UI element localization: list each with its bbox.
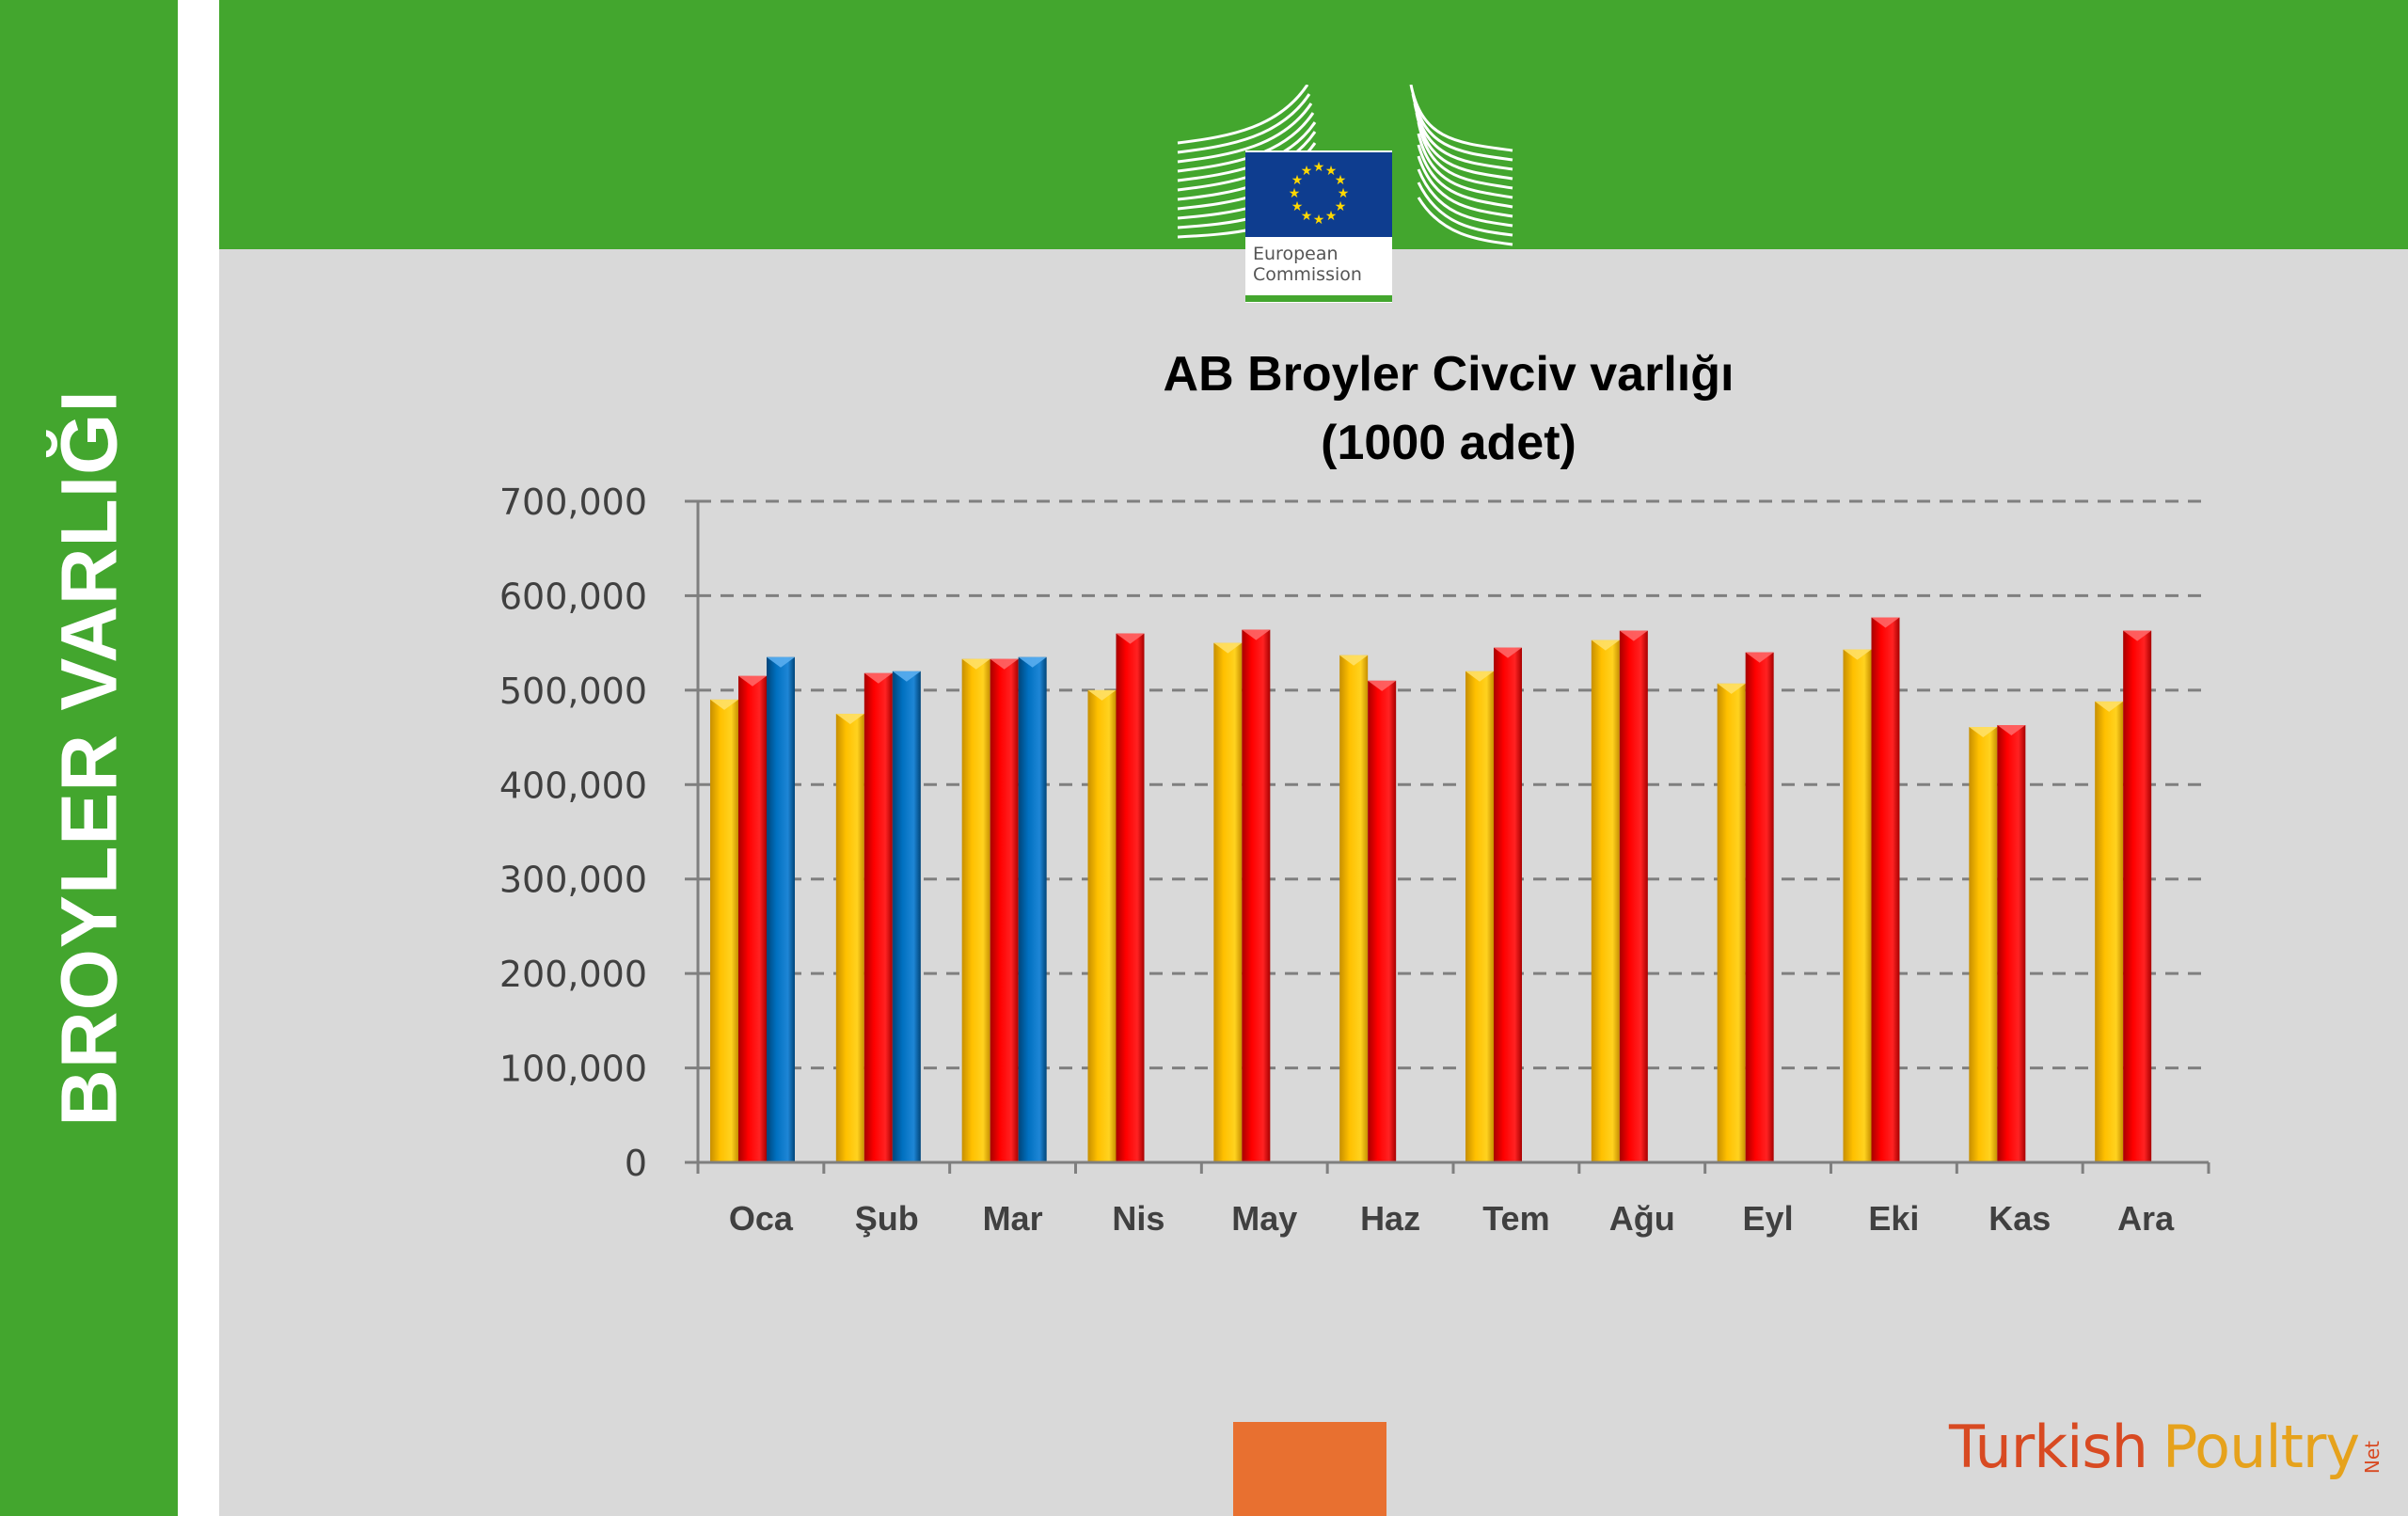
svg-text:★: ★ [1301,164,1313,179]
svg-text:★: ★ [1325,164,1338,179]
y-tick-label: 500,000 [499,671,647,712]
bar [738,675,767,1162]
x-tick-label: Oca [729,1199,794,1238]
bar [1368,680,1397,1162]
sidebar-divider [178,0,219,1516]
bar [1745,652,1774,1162]
y-tick-label: 200,000 [499,954,647,995]
svg-text:★: ★ [1335,173,1347,188]
x-tick-label: Ara [2117,1199,2175,1238]
bar [863,672,893,1162]
y-tick-label: 100,000 [499,1049,647,1090]
bar [1087,689,1117,1162]
bar [1843,649,1872,1162]
orange-block [1233,1422,1386,1516]
bar [1871,617,1900,1162]
chart-title-line1: AB Broyler Civciv varlığı [1164,347,1735,402]
bar [1997,725,2026,1162]
svg-text:★: ★ [1338,186,1350,201]
x-tick-label: Eki [1868,1199,1919,1238]
bar [1339,655,1369,1162]
brand-poultry: Poultry [2162,1413,2360,1481]
logo-text-line2: Commission [1253,264,1362,285]
y-tick-label: 400,000 [499,765,647,806]
x-tick-label: Ağu [1609,1199,1675,1238]
bar [2095,701,2124,1162]
bar [1591,640,1620,1162]
bar [835,713,864,1162]
bar [710,699,738,1162]
bar [1494,647,1522,1162]
bar [1018,656,1047,1162]
brand-net: Net [2361,1440,2384,1474]
y-tick-label: 0 [625,1143,647,1184]
x-tick-label: Tem [1482,1199,1549,1238]
bar [1213,642,1243,1162]
x-tick-label: Eyl [1743,1199,1794,1238]
x-tick-label: Haz [1360,1199,1420,1238]
svg-text:★: ★ [1289,186,1301,201]
x-tick-label: Kas [1988,1199,2051,1238]
y-tick-label: 600,000 [499,576,647,617]
bar [892,671,921,1162]
bar [1717,683,1746,1162]
svg-text:★: ★ [1301,209,1313,224]
chart-title-line2: (1000 adet) [1321,416,1576,470]
bar [1242,629,1271,1162]
bar [990,658,1019,1162]
bar [1465,671,1494,1162]
y-tick-label: 700,000 [499,482,647,523]
bar [767,656,795,1162]
turkish-poultry-logo: Turkish Poultry Net [1949,1406,2384,1481]
bar [1619,630,1648,1162]
svg-text:★: ★ [1313,213,1325,228]
svg-text:★: ★ [1335,199,1347,214]
bar [1116,633,1145,1162]
sidebar: BROYLER VARLIĞI [0,0,178,1516]
x-tick-label: Şub [855,1199,919,1238]
bar [2123,630,2152,1162]
european-commission-logo: ★ ★★★ ★★★★ ★★★★ European Commission [1177,85,1513,303]
brand-turkish: Turkish [1949,1413,2148,1481]
logo-text-line1: European [1253,244,1339,264]
x-tick-label: Nis [1112,1199,1164,1238]
x-tick-label: May [1231,1199,1297,1238]
svg-text:★: ★ [1291,199,1304,214]
bar [1969,727,1998,1162]
x-tick-label: Mar [983,1199,1043,1238]
svg-text:★: ★ [1313,160,1325,175]
bar [961,658,990,1162]
svg-text:★: ★ [1325,209,1338,224]
y-tick-label: 300,000 [499,860,647,901]
svg-text:★: ★ [1291,173,1304,188]
